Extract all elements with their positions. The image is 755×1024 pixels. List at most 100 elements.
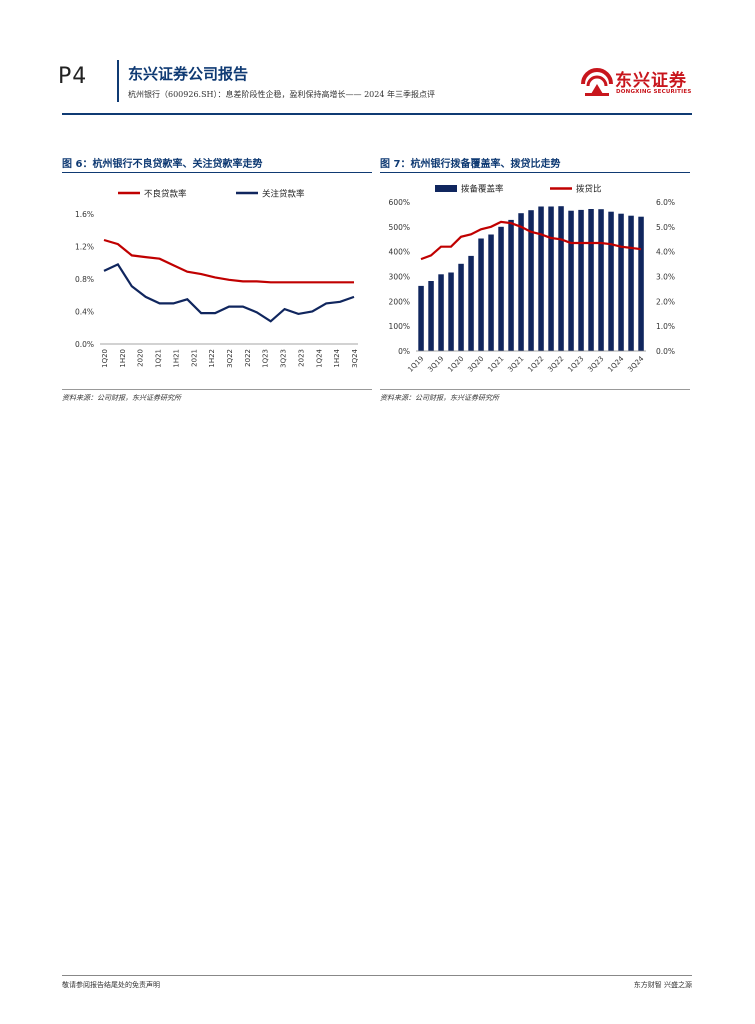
bar bbox=[528, 210, 534, 351]
header-divider bbox=[117, 60, 119, 102]
bar bbox=[488, 234, 494, 351]
x-tick-label: 3Q23 bbox=[280, 349, 288, 368]
legend-label-1: 关注贷款率 bbox=[262, 189, 305, 200]
report-brand: 东兴证券公司报告 bbox=[128, 65, 249, 83]
y-left-tick-label: 600% bbox=[389, 198, 410, 207]
x-tick-label: 1Q20 bbox=[446, 355, 465, 374]
x-tick-label: 3Q20 bbox=[466, 355, 485, 374]
footer-rule bbox=[62, 975, 692, 976]
y-right-tick-label: 4.0% bbox=[656, 248, 675, 257]
figure-7: 图 7：杭州银行拨备覆盖率、拨贷比走势 拨备覆盖率 拨贷比 0% 100% 200% 30… bbox=[380, 155, 690, 405]
bar bbox=[638, 216, 644, 351]
x-tick-label: 1H21 bbox=[172, 349, 180, 368]
footer-slogan: 东方财智 兴盛之源 bbox=[633, 981, 692, 989]
y-right-tick-label: 3.0% bbox=[656, 273, 675, 282]
bar bbox=[478, 238, 484, 351]
line-series bbox=[420, 220, 642, 261]
y-right-tick-label: 2.0% bbox=[656, 297, 675, 306]
y-left-tick-label: 200% bbox=[389, 297, 410, 306]
x-tick-label: 2021 bbox=[190, 349, 198, 367]
bar bbox=[608, 211, 614, 351]
bar bbox=[508, 219, 514, 351]
y-right-tick-label: 6.0% bbox=[656, 198, 675, 207]
x-tick-label: 1H24 bbox=[333, 348, 341, 367]
bar bbox=[538, 206, 544, 351]
bar bbox=[468, 255, 474, 351]
y-right-tick-label: 0.0% bbox=[656, 347, 675, 356]
y-left-tick-label: 300% bbox=[389, 273, 410, 282]
figure-6-source-rule bbox=[62, 389, 372, 390]
y-left-tick-label: 100% bbox=[389, 322, 410, 331]
y-right-tick-label: 5.0% bbox=[656, 223, 675, 232]
bar bbox=[438, 274, 444, 351]
figure-7-source-rule bbox=[380, 389, 690, 390]
logo-en-text: DONGXING SECURITIES bbox=[616, 89, 692, 95]
bar bbox=[598, 209, 604, 351]
y-right-tick-label: 1.0% bbox=[656, 322, 675, 331]
legend-swatch-bars bbox=[435, 185, 457, 192]
x-tick-label: 1Q22 bbox=[526, 355, 545, 374]
y-left-tick-label: 0% bbox=[398, 347, 410, 356]
y-tick-label: 1.2% bbox=[75, 243, 94, 252]
x-tick-label: 1H22 bbox=[208, 349, 216, 368]
y-left-tick-label: 500% bbox=[389, 223, 410, 232]
x-tick-label: 1Q21 bbox=[486, 355, 505, 374]
bar bbox=[618, 213, 624, 351]
header-rule bbox=[62, 113, 692, 115]
footer-disclaimer: 敬请参阅报告结尾处的免责声明 bbox=[62, 981, 160, 989]
bar bbox=[448, 272, 454, 351]
x-tick-label: 1Q24 bbox=[606, 354, 625, 373]
x-tick-label: 1Q19 bbox=[406, 355, 425, 374]
x-tick-label: 1Q21 bbox=[155, 349, 163, 368]
x-tick-label: 3Q22 bbox=[226, 349, 234, 368]
figure-6: 图 6：杭州银行不良贷款率、关注贷款率走势 不良贷款率 关注贷款率 0.0% 0.4%… bbox=[62, 155, 372, 405]
bar bbox=[588, 209, 594, 351]
provision-chart: 拨备覆盖率 拨贷比 0% 100% 200% 300% 400% 500% 600% 0.0% 1.… bbox=[389, 184, 676, 374]
bar bbox=[418, 285, 424, 351]
figure-7-source: 资料来源：公司财报，东兴证券研究所 bbox=[380, 394, 499, 402]
logo-cn-text: 东兴证券 bbox=[615, 71, 687, 91]
figure-6-top-rule bbox=[62, 172, 372, 173]
x-tick-label: 3Q21 bbox=[506, 355, 525, 374]
company-logo: 东兴证券 DONGXING SECURITIES bbox=[580, 64, 700, 104]
x-tick-label: 3Q19 bbox=[426, 355, 445, 374]
bar bbox=[548, 206, 554, 351]
x-tick-label: 1Q23 bbox=[262, 349, 270, 368]
x-tick-label: 3Q24 bbox=[351, 348, 359, 367]
figure-6-source: 资料来源：公司财报，东兴证券研究所 bbox=[62, 394, 181, 402]
report-subtitle: 杭州银行（600926.SH）：息差阶段性企稳，盈利保持高增长—— 2024 年… bbox=[128, 90, 435, 99]
bar bbox=[458, 263, 464, 351]
x-tick-label: 1H20 bbox=[119, 349, 127, 368]
y-left-tick-label: 400% bbox=[389, 248, 410, 257]
page-number: P4 bbox=[58, 64, 88, 89]
x-tick-label: 1Q23 bbox=[566, 355, 585, 374]
x-tick-label: 2022 bbox=[244, 349, 252, 367]
figure-7-top-rule bbox=[380, 172, 690, 173]
x-tick-label: 1Q20 bbox=[101, 349, 109, 368]
bar bbox=[428, 281, 434, 351]
bar bbox=[518, 213, 524, 351]
bar bbox=[558, 206, 564, 351]
bar bbox=[568, 210, 574, 351]
y-tick-label: 1.6% bbox=[75, 210, 94, 219]
bar bbox=[628, 215, 634, 351]
x-tick-label: 3Q23 bbox=[586, 355, 605, 374]
x-tick-label: 3Q24 bbox=[626, 354, 645, 373]
logo-emblem-icon bbox=[581, 68, 613, 96]
bar bbox=[578, 209, 584, 351]
x-tick-label: 2023 bbox=[297, 349, 305, 367]
x-tick-label: 1Q24 bbox=[315, 348, 323, 367]
x-tick-label: 3Q22 bbox=[546, 355, 565, 374]
figure-7-title: 图 7：杭州银行拨备覆盖率、拨贷比走势 bbox=[380, 159, 561, 170]
y-tick-label: 0.8% bbox=[75, 275, 94, 284]
legend-label-bars: 拨备覆盖率 bbox=[461, 184, 504, 195]
legend-label-0: 不良贷款率 bbox=[144, 189, 187, 200]
series-line-1 bbox=[103, 262, 355, 323]
x-tick-label: 2020 bbox=[137, 349, 145, 367]
y-tick-label: 0.4% bbox=[75, 308, 94, 317]
series-line-0 bbox=[103, 238, 354, 284]
report-header: P4 东兴证券公司报告 杭州银行（600926.SH）：息差阶段性企稳，盈利保持… bbox=[0, 0, 755, 118]
bar bbox=[498, 226, 504, 351]
npl-chart: 不良贷款率 关注贷款率 0.0% 0.4% 0.8% 1.2% 1.6% 1Q20 1H20 20… bbox=[75, 189, 359, 368]
figure-6-title: 图 6：杭州银行不良贷款率、关注贷款率走势 bbox=[62, 159, 263, 170]
